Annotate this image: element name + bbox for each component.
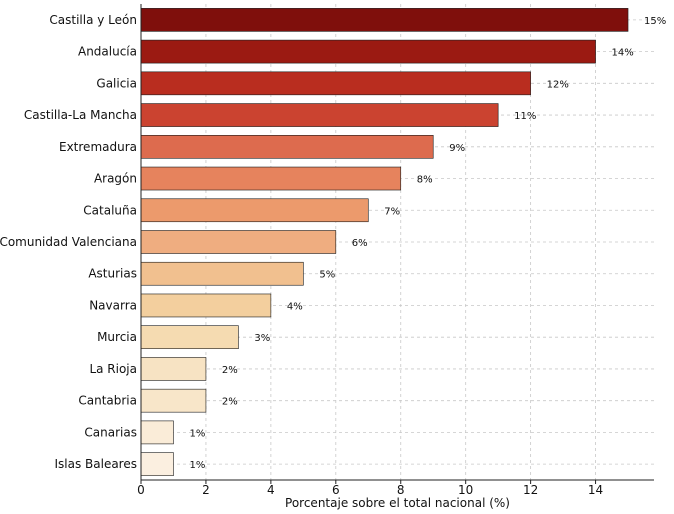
value-label: 4% bbox=[287, 301, 303, 312]
x-tick-label: 6 bbox=[332, 483, 340, 497]
x-tick-label: 0 bbox=[137, 483, 145, 497]
x-tick-label: 4 bbox=[267, 483, 275, 497]
x-ticks: 0 2 4 6 8 10 12 14 bbox=[137, 480, 603, 497]
category-label: Andalucía bbox=[78, 45, 137, 59]
bar bbox=[140, 261, 304, 286]
bar bbox=[140, 166, 402, 191]
bar bbox=[140, 230, 337, 254]
value-label: 15% bbox=[644, 16, 666, 27]
x-axis-label: Porcentaje sobre el total nacional (%) bbox=[285, 496, 510, 510]
bar bbox=[140, 198, 369, 223]
value-labels: 15% 14% 12% 11% 9% 8% 7% 6% 5% 4% 3% 2% 2% 1% 1% bbox=[189, 16, 666, 471]
category-label: Galicia bbox=[96, 76, 137, 90]
bar bbox=[140, 452, 174, 476]
value-label: 12% bbox=[547, 79, 569, 90]
value-label: 1% bbox=[189, 460, 205, 471]
bar bbox=[140, 103, 499, 127]
x-tick-label: 8 bbox=[397, 483, 405, 497]
category-label: Canarias bbox=[84, 425, 137, 439]
category-label: Cantabria bbox=[78, 394, 137, 408]
category-label: La Rioja bbox=[89, 362, 137, 376]
value-label: 9% bbox=[449, 143, 465, 154]
bar bbox=[140, 8, 629, 32]
value-label: 8% bbox=[417, 175, 433, 186]
value-label: 2% bbox=[222, 397, 238, 408]
value-label: 11% bbox=[514, 111, 536, 122]
bar bbox=[140, 357, 207, 381]
bars bbox=[140, 8, 629, 476]
x-tick-label: 10 bbox=[458, 483, 473, 497]
x-tick-label: 12 bbox=[523, 483, 538, 497]
x-tick-label: 2 bbox=[202, 483, 210, 497]
bar bbox=[140, 325, 239, 350]
bar bbox=[140, 135, 434, 159]
bar bbox=[140, 71, 531, 96]
value-label: 1% bbox=[189, 428, 205, 439]
value-label: 14% bbox=[612, 48, 634, 59]
bar bbox=[140, 388, 207, 413]
category-label: Navarra bbox=[89, 298, 137, 312]
category-label: Murcia bbox=[97, 330, 137, 344]
value-label: 5% bbox=[319, 270, 335, 281]
x-tick-label: 14 bbox=[588, 483, 603, 497]
category-label: Comunidad Valenciana bbox=[0, 235, 137, 249]
value-label: 7% bbox=[384, 206, 400, 217]
value-label: 2% bbox=[222, 365, 238, 376]
category-label: Islas Baleares bbox=[54, 457, 137, 471]
bar bbox=[140, 39, 596, 64]
category-label: Cataluña bbox=[83, 203, 137, 217]
category-labels: Castilla y León Andalucía Galicia Castilla-… bbox=[0, 13, 137, 471]
bar bbox=[140, 420, 174, 445]
category-label: Aragón bbox=[94, 172, 137, 186]
value-label: 3% bbox=[254, 333, 270, 344]
category-label: Castilla-La Mancha bbox=[24, 108, 137, 122]
category-label: Asturias bbox=[88, 267, 137, 281]
bar bbox=[140, 293, 272, 318]
value-label: 6% bbox=[352, 238, 368, 249]
category-label: Extremadura bbox=[59, 140, 137, 154]
category-label: Castilla y León bbox=[49, 13, 137, 27]
